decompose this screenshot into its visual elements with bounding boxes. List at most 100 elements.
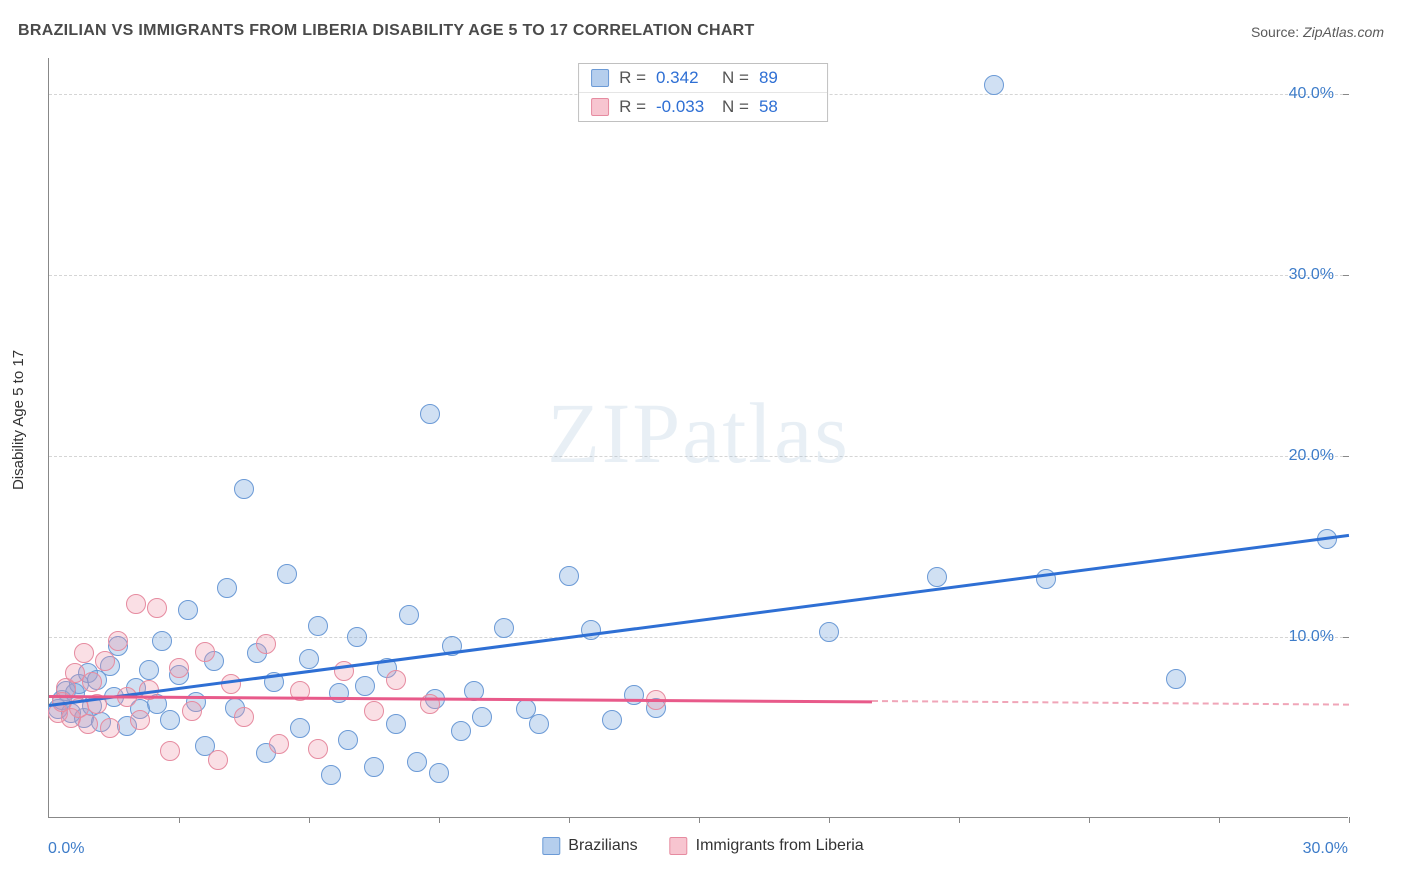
data-point xyxy=(819,622,839,642)
data-point xyxy=(472,707,492,727)
data-point xyxy=(329,683,349,703)
trendline-series2-dashed xyxy=(872,700,1349,706)
data-point xyxy=(139,660,159,680)
data-point xyxy=(208,750,228,770)
data-point xyxy=(269,734,289,754)
chart-title: BRAZILIAN VS IMMIGRANTS FROM LIBERIA DIS… xyxy=(18,22,755,40)
y-tick xyxy=(1343,275,1349,276)
data-point xyxy=(559,566,579,586)
data-point xyxy=(182,701,202,721)
x-tick xyxy=(309,817,310,823)
data-point xyxy=(108,631,128,651)
data-point xyxy=(100,718,120,738)
x-tick xyxy=(959,817,960,823)
data-point xyxy=(984,75,1004,95)
data-point xyxy=(624,685,644,705)
data-point xyxy=(451,721,471,741)
data-point xyxy=(160,741,180,761)
legend-label-2: Immigrants from Liberia xyxy=(696,837,864,855)
data-point xyxy=(147,598,167,618)
data-point xyxy=(581,620,601,640)
data-point xyxy=(308,616,328,636)
source-attribution: Source: ZipAtlas.com xyxy=(1251,24,1384,40)
legend-label-1: Brazilians xyxy=(568,837,637,855)
data-point xyxy=(1166,669,1186,689)
data-point xyxy=(364,701,384,721)
swatch-pink-icon xyxy=(591,98,609,116)
data-point xyxy=(234,707,254,727)
data-point xyxy=(347,627,367,647)
data-point xyxy=(386,670,406,690)
data-point xyxy=(152,631,172,651)
source-value: ZipAtlas.com xyxy=(1303,24,1384,40)
x-axis-label-max: 30.0% xyxy=(1303,840,1348,858)
r-value-1: 0.342 xyxy=(656,68,712,88)
data-point xyxy=(82,672,102,692)
gridline xyxy=(49,456,1348,457)
x-tick xyxy=(1349,817,1350,823)
data-point xyxy=(308,739,328,759)
data-point xyxy=(160,710,180,730)
data-point xyxy=(95,651,115,671)
trendline-series2-solid xyxy=(49,695,872,703)
data-point xyxy=(195,642,215,662)
y-axis-label: 20.0% xyxy=(1289,447,1334,465)
data-point xyxy=(602,710,622,730)
x-tick xyxy=(179,817,180,823)
stats-legend: R = 0.342 N = 89 R = -0.033 N = 58 xyxy=(578,63,828,122)
trendline-series1 xyxy=(49,534,1349,707)
data-point xyxy=(290,718,310,738)
data-point xyxy=(364,757,384,777)
data-point xyxy=(178,600,198,620)
data-point xyxy=(78,714,98,734)
x-tick xyxy=(699,817,700,823)
y-axis-label: 30.0% xyxy=(1289,266,1334,284)
r-label: R = xyxy=(619,68,646,88)
data-point xyxy=(126,594,146,614)
y-axis-label: 40.0% xyxy=(1289,85,1334,103)
y-axis-title: Disability Age 5 to 17 xyxy=(10,350,27,490)
data-point xyxy=(277,564,297,584)
data-point xyxy=(529,714,549,734)
data-point xyxy=(299,649,319,669)
swatch-blue-icon xyxy=(542,837,560,855)
n-value-2: 58 xyxy=(759,97,815,117)
legend-entry-1: Brazilians xyxy=(542,837,637,855)
gridline xyxy=(49,637,1348,638)
x-tick xyxy=(1089,817,1090,823)
x-tick xyxy=(439,817,440,823)
data-point xyxy=(169,658,189,678)
data-point xyxy=(429,763,449,783)
data-point xyxy=(338,730,358,750)
data-point xyxy=(399,605,419,625)
data-point xyxy=(355,676,375,696)
r-label: R = xyxy=(619,97,646,117)
data-point xyxy=(217,578,237,598)
x-axis-label-min: 0.0% xyxy=(48,840,84,858)
data-point xyxy=(221,674,241,694)
stats-row-series1: R = 0.342 N = 89 xyxy=(579,64,827,92)
y-tick xyxy=(1343,456,1349,457)
chart-plot-area: ZIPatlas 10.0% 20.0% 30.0% 40.0% xyxy=(48,58,1348,818)
data-point xyxy=(494,618,514,638)
x-tick xyxy=(1219,817,1220,823)
y-axis-label: 10.0% xyxy=(1289,628,1334,646)
watermark-part1: ZIP xyxy=(547,385,682,481)
data-point xyxy=(927,567,947,587)
n-label: N = xyxy=(722,97,749,117)
data-point xyxy=(321,765,341,785)
source-label: Source: xyxy=(1251,24,1303,40)
watermark: ZIPatlas xyxy=(547,383,850,483)
stats-row-series2: R = -0.033 N = 58 xyxy=(579,92,827,121)
gridline xyxy=(49,275,1348,276)
data-point xyxy=(256,634,276,654)
series-legend: Brazilians Immigrants from Liberia xyxy=(542,837,863,855)
swatch-pink-icon xyxy=(670,837,688,855)
r-value-2: -0.033 xyxy=(656,97,712,117)
data-point xyxy=(407,752,427,772)
data-point xyxy=(130,710,150,730)
data-point xyxy=(420,404,440,424)
swatch-blue-icon xyxy=(591,69,609,87)
data-point xyxy=(74,643,94,663)
x-tick xyxy=(569,817,570,823)
